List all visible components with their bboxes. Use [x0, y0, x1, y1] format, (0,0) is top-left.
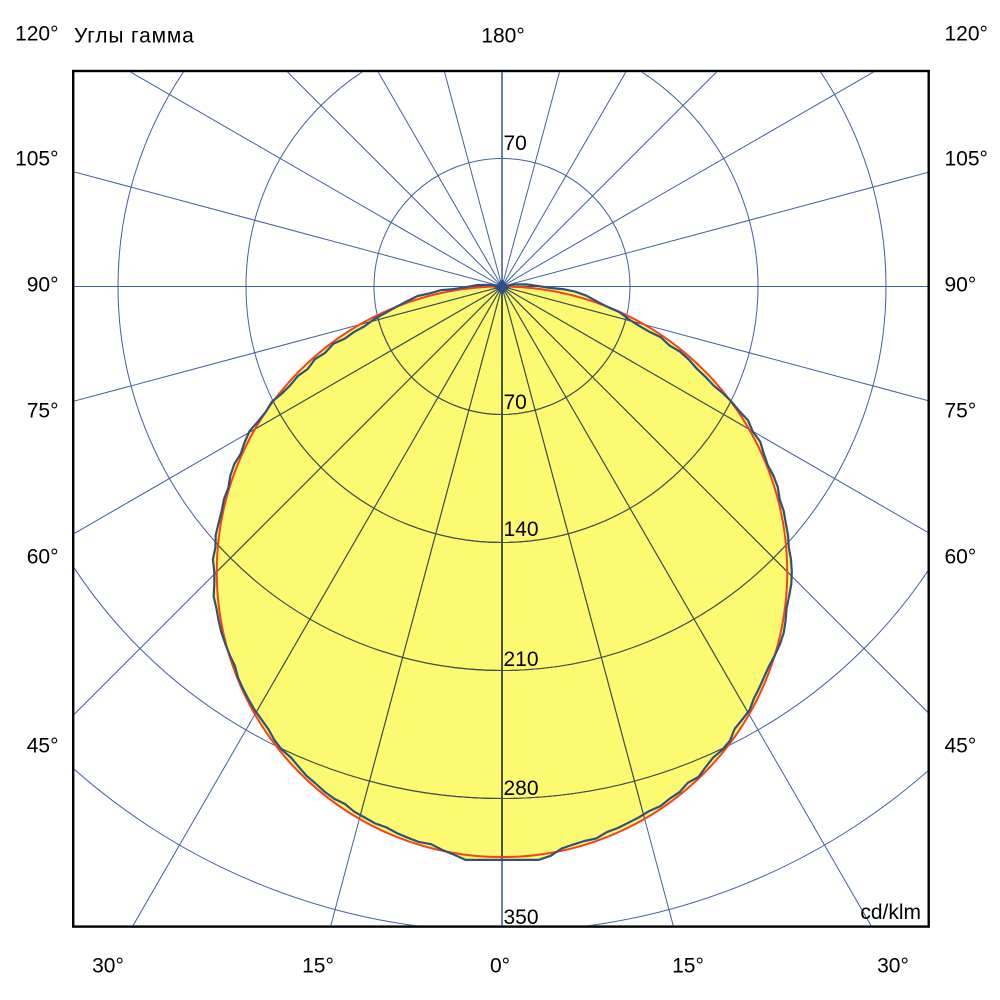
svg-text:Углы гамма: Углы гамма: [74, 24, 195, 47]
svg-text:15°: 15°: [302, 955, 334, 978]
svg-text:180°: 180°: [481, 24, 524, 47]
svg-text:30°: 30°: [92, 955, 124, 978]
svg-text:105°: 105°: [15, 148, 58, 171]
svg-text:45°: 45°: [27, 735, 59, 758]
svg-text:0°: 0°: [490, 955, 510, 978]
svg-text:280: 280: [504, 777, 539, 800]
svg-text:90°: 90°: [27, 273, 59, 296]
svg-text:75°: 75°: [945, 400, 977, 423]
svg-text:75°: 75°: [27, 400, 59, 423]
svg-text:15°: 15°: [672, 955, 704, 978]
svg-text:30°: 30°: [877, 955, 909, 978]
svg-text:60°: 60°: [945, 546, 977, 569]
svg-text:70: 70: [504, 391, 527, 414]
svg-text:45°: 45°: [945, 735, 977, 758]
svg-text:210: 210: [504, 648, 539, 671]
svg-text:cd/klm: cd/klm: [860, 901, 921, 924]
svg-text:350: 350: [504, 906, 539, 929]
svg-text:105°: 105°: [945, 148, 988, 171]
svg-text:140: 140: [504, 518, 539, 541]
svg-text:120°: 120°: [15, 23, 58, 46]
svg-text:120°: 120°: [945, 23, 988, 46]
svg-text:70: 70: [504, 132, 527, 155]
svg-text:60°: 60°: [27, 546, 59, 569]
svg-text:90°: 90°: [945, 273, 977, 296]
